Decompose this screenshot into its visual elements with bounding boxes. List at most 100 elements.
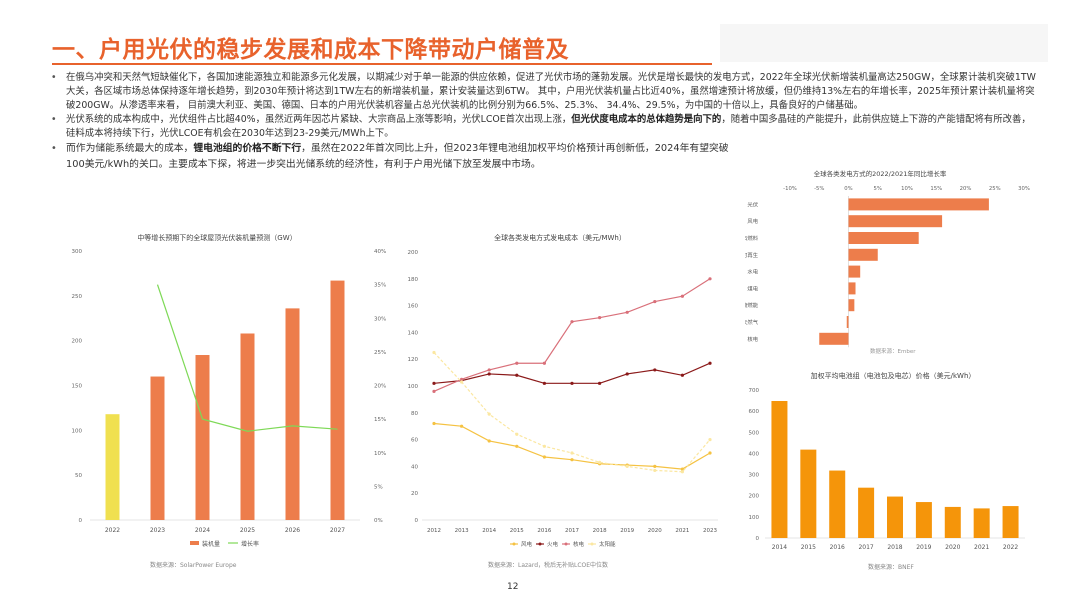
growth-x-tick: -5% bbox=[814, 186, 824, 192]
lcoe-point-火电 bbox=[515, 373, 519, 377]
pv-bar-2024 bbox=[195, 355, 210, 520]
lcoe-y-tick: 100 bbox=[408, 384, 419, 390]
pv-bar-2022 bbox=[105, 414, 120, 520]
pv-legend-bar: 装机量 bbox=[202, 540, 220, 548]
battery-x-tick: 2015 bbox=[801, 544, 816, 551]
lcoe-point-火电 bbox=[625, 372, 629, 376]
growth-bar-光伏 bbox=[848, 198, 989, 211]
lcoe-legend-风电: 风电 bbox=[521, 540, 533, 548]
lcoe-y-tick: 40 bbox=[411, 464, 418, 470]
battery-bar-2015 bbox=[800, 449, 817, 538]
lcoe-x-tick: 2020 bbox=[648, 528, 662, 534]
lcoe-legend-dot bbox=[590, 542, 594, 546]
bullet-2-text-end: ，随着中国多晶硅的产能提升，此前供应链上下游的产能错配将有所改善，硅料成本将持续… bbox=[66, 114, 1031, 139]
lcoe-point-核电 bbox=[570, 320, 574, 324]
bullet-3: 而作为储能系统最大的成本，锂电池组的价格不断下行，虽然在2022年首次同比上升，… bbox=[48, 141, 746, 173]
battery-y-tick: 100 bbox=[749, 515, 760, 521]
growth-x-tick: 15% bbox=[930, 186, 942, 192]
lcoe-point-核电 bbox=[515, 361, 519, 365]
lcoe-point-核电 bbox=[542, 361, 546, 365]
battery-bar-2021 bbox=[973, 508, 990, 538]
lcoe-point-核电 bbox=[708, 277, 712, 281]
pv-bar-2023 bbox=[150, 376, 165, 520]
lcoe-y-tick: 120 bbox=[408, 357, 419, 363]
growth-y-tick: 核电 bbox=[747, 335, 758, 343]
bullet-1-text: 在俄乌冲突和天然气短缺催化下，各国加速能源独立和能源多元化发展，以期减少对于单一… bbox=[66, 72, 1036, 111]
growth-bar-天然气 bbox=[846, 316, 849, 328]
pv-y2-tick: 5% bbox=[374, 484, 383, 490]
lcoe-y-tick: 0 bbox=[415, 518, 419, 524]
pv-y2-tick: 30% bbox=[374, 316, 386, 322]
pv-chart-title: 中等增长预期下的全球屋顶光伏装机量预测（GW） bbox=[137, 233, 296, 242]
pv-y-tick: 50 bbox=[75, 473, 82, 479]
bullet-1: 在俄乌冲突和天然气短缺催化下，各国加速能源独立和能源多元化发展，以期减少对于单一… bbox=[48, 71, 1038, 113]
battery-bar-2014 bbox=[771, 400, 788, 538]
bullet-3-text: 而作为储能系统最大的成本， bbox=[66, 143, 194, 154]
lcoe-point-太阳能 bbox=[625, 464, 629, 468]
lcoe-x-tick: 2023 bbox=[703, 528, 717, 534]
battery-chart-title: 加权平均电池组（电池包及电芯）价格（美元/kWh） bbox=[811, 371, 976, 380]
lcoe-y-tick: 20 bbox=[411, 491, 418, 497]
pv-y2-tick: 25% bbox=[374, 350, 386, 356]
bullet-2: 光伏系统的成本构成中，光伏组件占比超40%，虽然近两年因芯片紧缺、大宗商品上涨等… bbox=[48, 113, 1038, 141]
pv-y2-tick: 35% bbox=[374, 283, 386, 289]
growth-x-tick: 10% bbox=[901, 186, 913, 192]
pv-legend-line: 增长率 bbox=[241, 540, 259, 548]
pv-y-tick: 150 bbox=[72, 384, 83, 390]
growth-y-tick: 其它可再生 bbox=[745, 251, 759, 259]
pv-y2-tick: 10% bbox=[374, 451, 386, 457]
lcoe-legend-dot bbox=[538, 542, 542, 546]
lcoe-point-火电 bbox=[432, 381, 436, 385]
lcoe-point-太阳能 bbox=[432, 350, 436, 355]
battery-x-tick: 2022 bbox=[1003, 544, 1018, 551]
lcoe-point-核电 bbox=[680, 294, 684, 298]
lcoe-point-风电 bbox=[460, 424, 464, 428]
lcoe-point-太阳能 bbox=[598, 460, 602, 464]
pv-x-tick: 2023 bbox=[150, 527, 165, 534]
growth-chart-title: 全球各类发电方式的2022/2021年同比增长率 bbox=[814, 169, 947, 178]
battery-x-tick: 2014 bbox=[772, 544, 787, 551]
pv-y2-tick: 15% bbox=[374, 417, 386, 423]
growth-bar-核电 bbox=[819, 332, 849, 345]
lcoe-point-火电 bbox=[487, 372, 491, 376]
lcoe-chart-source: 数据来源：Lazard，税后无补贴LCOE中位数 bbox=[488, 562, 609, 569]
lcoe-line-火电 bbox=[433, 362, 711, 384]
lcoe-y-tick: 140 bbox=[408, 330, 419, 336]
pv-installation-chart: 中等增长预期下的全球屋顶光伏装机量预测（GW） 0 50 100 150 200 250 3… bbox=[72, 233, 387, 548]
pv-y-tick: 0 bbox=[79, 518, 83, 524]
battery-x-tick: 2017 bbox=[858, 544, 873, 551]
growth-x-tick: 20% bbox=[960, 186, 972, 192]
lcoe-chart-title: 全球各类发电方式发电成本（美元/MWh） bbox=[494, 233, 626, 242]
lcoe-legend-核电: 核电 bbox=[573, 540, 585, 548]
lcoe-point-太阳能 bbox=[570, 451, 574, 455]
title-underline bbox=[52, 63, 712, 65]
growth-y-tick: 煤电 bbox=[747, 284, 758, 292]
lcoe-point-核电 bbox=[625, 310, 629, 314]
bullet-2-text: 光伏系统的成本构成中，光伏组件占比超40%，虽然近两年因芯片紧缺、大宗商品上涨等… bbox=[66, 114, 572, 125]
growth-bar-生物燃能 bbox=[848, 299, 855, 312]
battery-x-tick: 2021 bbox=[974, 544, 989, 551]
battery-x-tick: 2016 bbox=[830, 544, 845, 551]
pv-y-tick: 250 bbox=[72, 294, 83, 300]
pv-chart-source: 数据来源：SolarPower Europe bbox=[150, 562, 237, 569]
pv-bar-2027 bbox=[330, 280, 345, 520]
lcoe-point-风电 bbox=[542, 455, 546, 459]
growth-x-tick: -10% bbox=[783, 186, 797, 192]
lcoe-x-tick: 2013 bbox=[455, 528, 469, 534]
lcoe-x-tick: 2014 bbox=[482, 528, 496, 534]
bullet-list: 在俄乌冲突和天然气短缺催化下，各国加速能源独立和能源多元化发展，以期减少对于单一… bbox=[48, 71, 1038, 173]
growth-bar-水电 bbox=[848, 265, 861, 278]
lcoe-point-风电 bbox=[708, 451, 712, 455]
battery-bar-2017 bbox=[858, 487, 875, 538]
battery-y-tick: 200 bbox=[749, 494, 760, 500]
battery-bar-2019 bbox=[915, 502, 932, 538]
growth-y-tick: 光伏 bbox=[747, 200, 758, 208]
lcoe-point-火电 bbox=[542, 381, 546, 385]
lcoe-point-太阳能 bbox=[487, 412, 491, 416]
lcoe-line-核电 bbox=[433, 278, 711, 392]
battery-x-tick: 2018 bbox=[887, 544, 902, 551]
lcoe-point-核电 bbox=[598, 316, 602, 320]
battery-y-tick: 0 bbox=[756, 536, 760, 542]
bullet-3-text-end: ，虽然在2022年首次同比上升，但2023年锂电池组加权平均价格预计再创新低，2… bbox=[66, 143, 729, 170]
pv-bar-2025 bbox=[240, 333, 255, 520]
